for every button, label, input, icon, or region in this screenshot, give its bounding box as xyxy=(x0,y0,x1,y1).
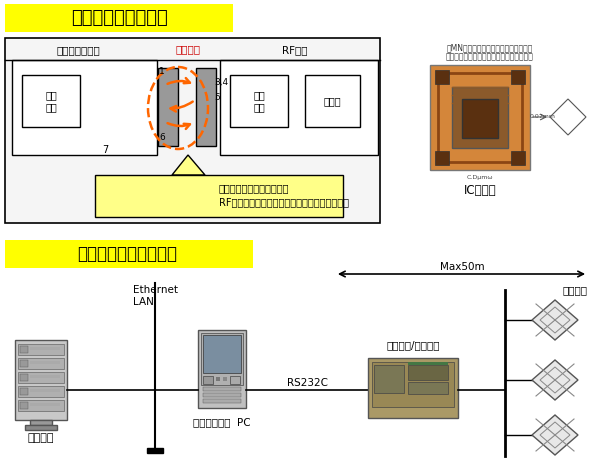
Bar xyxy=(30,403,60,406)
Polygon shape xyxy=(532,360,578,400)
Bar xyxy=(18,372,64,383)
Text: リーダー/ライター: リーダー/ライター xyxy=(386,340,440,350)
Text: サーバー: サーバー xyxy=(28,433,54,443)
Text: 5: 5 xyxy=(214,94,220,103)
Bar xyxy=(25,425,57,430)
Bar xyxy=(216,377,220,381)
Bar xyxy=(438,73,522,162)
Bar xyxy=(30,389,60,392)
Bar xyxy=(30,347,60,350)
Text: ICチップ: ICチップ xyxy=(464,184,496,197)
Bar xyxy=(372,362,454,407)
Bar xyxy=(203,399,241,403)
Text: Ethernet
LAN: Ethernet LAN xyxy=(133,285,179,307)
Bar xyxy=(374,365,404,393)
Text: 7: 7 xyxy=(102,145,108,155)
Bar xyxy=(435,151,449,165)
Text: メモリ: メモリ xyxy=(323,96,341,106)
Bar xyxy=(408,362,448,365)
Bar xyxy=(408,365,448,380)
Bar xyxy=(223,377,227,381)
Text: 0.07mm: 0.07mm xyxy=(530,115,556,119)
Text: 無線ＩＣタグの構成例: 無線ＩＣタグの構成例 xyxy=(77,245,177,263)
Bar xyxy=(462,99,498,138)
Bar xyxy=(18,344,64,355)
Bar xyxy=(220,60,378,155)
Bar xyxy=(30,420,52,425)
Text: C.Dμmω: C.Dμmω xyxy=(467,176,493,180)
Bar xyxy=(5,240,253,268)
Bar xyxy=(22,75,80,127)
Text: アンテナ: アンテナ xyxy=(563,285,587,295)
Text: RFタグ: RFタグ xyxy=(282,45,308,55)
Bar xyxy=(201,333,243,385)
Bar xyxy=(20,374,28,381)
Bar xyxy=(18,386,64,397)
Bar xyxy=(30,361,60,364)
Bar xyxy=(203,335,241,373)
Text: 電磁誘導又は電波により、: 電磁誘導又は電波により、 xyxy=(219,183,290,193)
Bar xyxy=(452,87,508,148)
Text: RFタグへの電力供給と相互のデータ送信を行う: RFタグへの電力供給と相互のデータ送信を行う xyxy=(219,197,349,207)
Text: アンテナ: アンテナ xyxy=(176,44,200,54)
Text: RS232C: RS232C xyxy=(287,378,328,388)
Bar xyxy=(196,68,216,146)
Bar xyxy=(147,448,163,453)
Bar xyxy=(305,75,360,127)
Bar xyxy=(203,393,241,397)
Bar xyxy=(18,400,64,411)
Bar xyxy=(430,65,530,170)
Bar xyxy=(15,340,67,420)
Polygon shape xyxy=(172,155,205,175)
Text: コントロール  PC: コントロール PC xyxy=(193,417,251,427)
Bar xyxy=(511,151,525,165)
Bar xyxy=(95,175,343,217)
Polygon shape xyxy=(532,300,578,340)
Text: リーダ／ライタ: リーダ／ライタ xyxy=(56,45,100,55)
Bar xyxy=(5,4,233,32)
Bar xyxy=(198,330,246,408)
Text: ＲＦＩＤの動作原理: ＲＦＩＤの動作原理 xyxy=(71,9,167,27)
Bar xyxy=(20,402,28,409)
Bar xyxy=(230,75,288,127)
Bar xyxy=(230,376,240,384)
Bar xyxy=(368,358,458,418)
Bar xyxy=(511,70,525,84)
Bar xyxy=(158,68,178,146)
Bar xyxy=(20,360,28,367)
Text: 3,4: 3,4 xyxy=(214,77,228,87)
Bar xyxy=(203,387,241,391)
Bar xyxy=(30,375,60,378)
Text: 制御
回路: 制御 回路 xyxy=(45,90,57,112)
Bar xyxy=(20,346,28,353)
Polygon shape xyxy=(532,415,578,455)
Text: 1: 1 xyxy=(159,68,165,76)
Bar xyxy=(12,60,157,155)
Bar xyxy=(5,38,380,223)
Bar xyxy=(20,388,28,395)
Bar xyxy=(435,70,449,84)
Text: 6: 6 xyxy=(159,133,165,143)
Text: 「MNチップ」オンチップアンテナ形態: 「MNチップ」オンチップアンテナ形態 xyxy=(447,43,533,53)
Bar xyxy=(18,358,64,369)
Text: （チップ上に形成された薄い）アンテナ）: （チップ上に形成された薄い）アンテナ） xyxy=(446,53,534,62)
Bar xyxy=(203,376,213,384)
Bar xyxy=(408,382,448,394)
Text: Max50m: Max50m xyxy=(440,262,484,272)
Text: 制御
回路: 制御 回路 xyxy=(253,90,265,112)
